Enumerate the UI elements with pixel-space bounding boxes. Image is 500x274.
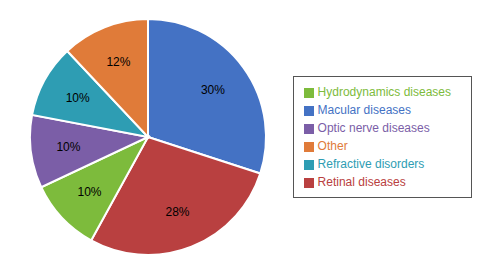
svg-text:28%: 28% bbox=[166, 205, 190, 219]
html-text:Macular diseases: Macular diseases bbox=[317, 103, 411, 117]
svg-text:10%: 10% bbox=[77, 185, 101, 199]
svg-text:12%: 12% bbox=[106, 55, 130, 69]
html-text:Hydrodynamics diseases: Hydrodynamics diseases bbox=[317, 85, 451, 99]
html-text:Optic nerve diseases: Optic nerve diseases bbox=[317, 121, 430, 135]
svg-text:30%: 30% bbox=[201, 83, 225, 97]
svg-text:10%: 10% bbox=[56, 140, 80, 154]
html-text:Retinal diseases: Retinal diseases bbox=[317, 175, 406, 189]
html-text:Other: Other bbox=[317, 139, 348, 153]
html-text:Refractive disorders: Refractive disorders bbox=[317, 157, 425, 171]
svg-text:10%: 10% bbox=[66, 91, 90, 105]
